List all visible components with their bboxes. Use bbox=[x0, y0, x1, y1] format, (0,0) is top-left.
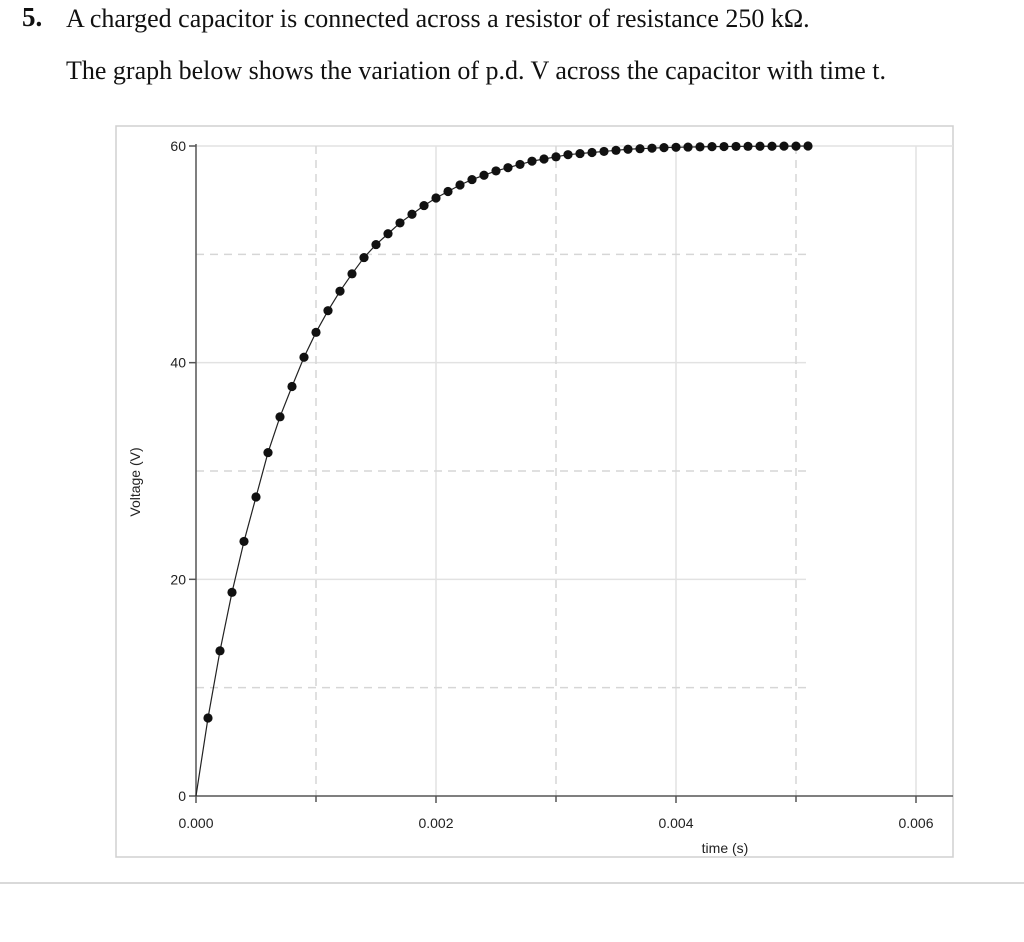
data-point bbox=[299, 352, 309, 362]
question-number: 5. bbox=[22, 2, 43, 32]
data-point bbox=[611, 145, 621, 155]
data-point bbox=[695, 142, 705, 152]
data-point bbox=[395, 218, 405, 228]
series-line bbox=[195, 145, 809, 797]
data-point bbox=[347, 269, 357, 279]
data-points bbox=[203, 141, 813, 723]
x-tick-label: 0.006 bbox=[898, 815, 933, 831]
data-point bbox=[227, 587, 237, 597]
data-point bbox=[239, 536, 249, 547]
y-axis-title: Voltage (V) bbox=[127, 447, 143, 516]
data-point bbox=[647, 143, 657, 153]
data-point bbox=[635, 144, 645, 154]
chart-ticks: 0 20 40 60 0.000 0.002 0.004 0.006 bbox=[170, 138, 933, 831]
x-tick-label: 0.004 bbox=[658, 815, 693, 831]
data-point bbox=[779, 141, 789, 151]
data-point bbox=[575, 148, 585, 159]
chart-frame bbox=[115, 125, 954, 858]
data-point bbox=[383, 229, 393, 239]
data-point bbox=[731, 141, 741, 152]
data-point bbox=[791, 141, 801, 151]
data-point bbox=[539, 154, 549, 164]
data-point bbox=[743, 141, 753, 151]
y-tick-label: 0 bbox=[178, 788, 186, 804]
data-point bbox=[287, 381, 297, 392]
data-point bbox=[803, 141, 813, 151]
data-point bbox=[719, 141, 729, 152]
data-point bbox=[659, 143, 669, 153]
data-point bbox=[479, 170, 489, 180]
x-tick-label: 0.000 bbox=[178, 815, 213, 831]
data-point bbox=[707, 142, 717, 152]
data-point bbox=[455, 180, 465, 190]
data-point bbox=[275, 412, 285, 422]
data-point bbox=[335, 286, 345, 296]
chart-grid bbox=[196, 145, 953, 796]
data-point bbox=[683, 142, 693, 152]
question-text-line-2: The graph below shows the variation of p… bbox=[66, 56, 887, 85]
question-text-line-1: A charged capacitor is connected across … bbox=[66, 4, 810, 33]
data-point bbox=[467, 174, 477, 185]
data-point bbox=[491, 166, 501, 176]
data-point bbox=[407, 209, 417, 219]
data-point bbox=[263, 447, 273, 458]
data-point bbox=[323, 306, 333, 316]
data-point bbox=[359, 252, 369, 263]
data-point bbox=[563, 150, 573, 160]
voltage-time-chart: 0 20 40 60 0.000 0.002 0.004 0.006 time (s) Vol… bbox=[115, 125, 954, 858]
data-point bbox=[515, 159, 525, 170]
data-point bbox=[431, 193, 441, 203]
data-point bbox=[419, 200, 429, 211]
y-tick-label: 60 bbox=[170, 138, 186, 154]
data-point bbox=[443, 186, 453, 197]
data-point bbox=[371, 239, 381, 250]
data-point bbox=[503, 163, 513, 173]
data-point bbox=[527, 156, 537, 166]
data-point bbox=[587, 147, 597, 158]
data-point bbox=[203, 713, 213, 723]
y-tick-label: 40 bbox=[170, 355, 186, 371]
data-point bbox=[623, 144, 633, 154]
data-point bbox=[551, 152, 561, 162]
data-point bbox=[215, 646, 225, 656]
data-point bbox=[599, 146, 609, 157]
chart-axes bbox=[195, 144, 953, 797]
x-tick-label: 0.002 bbox=[418, 815, 453, 831]
data-point bbox=[755, 141, 765, 151]
data-point bbox=[767, 141, 777, 151]
data-point bbox=[251, 492, 261, 502]
data-point bbox=[671, 142, 681, 152]
data-point bbox=[311, 327, 321, 337]
bottom-divider bbox=[0, 882, 1024, 884]
y-tick-label: 20 bbox=[170, 571, 186, 587]
x-axis-title: time (s) bbox=[702, 840, 749, 856]
